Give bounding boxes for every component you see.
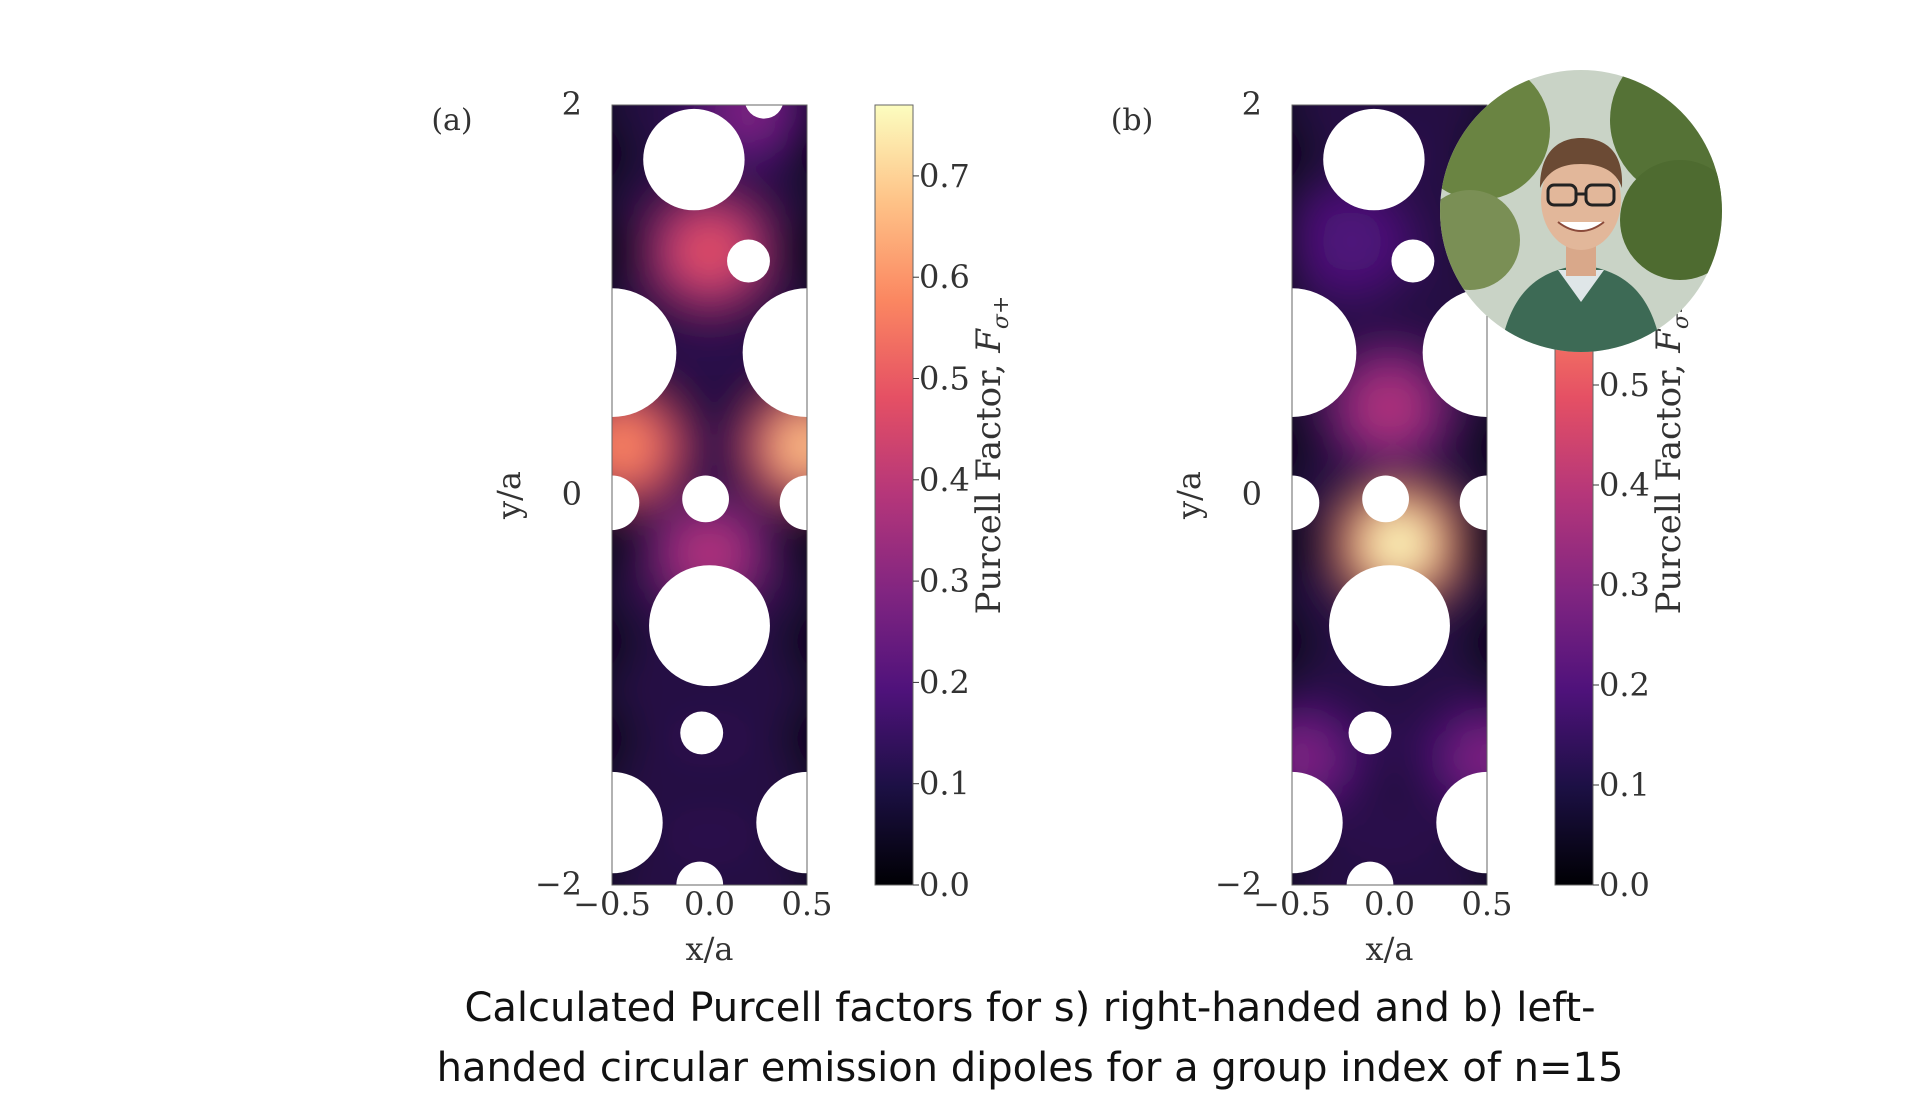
caption-line-2: handed circular emission dipoles for a g… <box>436 1045 1624 1091</box>
heatmap-field <box>1292 105 1487 885</box>
y-axis-label: y/a <box>1170 471 1208 520</box>
air-hole <box>1348 711 1392 755</box>
air-hole <box>1391 239 1435 283</box>
air-hole <box>1323 108 1425 211</box>
x-tick-label: 0.5 <box>782 885 833 923</box>
colorbar-tick-label: 0.2 <box>919 663 970 701</box>
colorbar-tick-label: 0.5 <box>1599 366 1650 404</box>
x-axis-label: x/a <box>1366 930 1414 968</box>
air-hole <box>756 771 807 874</box>
air-hole <box>1362 475 1409 523</box>
heatmap-panel-a: (a) 2 0 −2 y/a −0.5 0.0 0.5 x/a 0.0 0.1 0.2 0.3 0.4 0.… <box>431 85 1014 968</box>
x-tick-label: −0.5 <box>573 885 651 923</box>
air-hole <box>1292 288 1357 417</box>
colorbar-tick-label: 0.4 <box>1599 466 1650 504</box>
heatmap-hotspot-core <box>773 414 807 479</box>
colorbar-tick-label: 0.4 <box>919 461 970 499</box>
y-axis-label: y/a <box>490 471 528 520</box>
air-hole <box>1292 475 1320 531</box>
heatmap-panel-b: (b) 2 0 −2 y/a −0.5 0.0 0.5 x/a 0.0 0.1 0.2 0.3 0.4 0.… <box>1111 85 1694 968</box>
x-tick-label: −0.5 <box>1253 885 1331 923</box>
air-hole <box>612 288 677 417</box>
y-tick-label: 2 <box>562 85 582 123</box>
colorbar <box>874 104 914 886</box>
panel-label: (a) <box>431 103 472 138</box>
y-tick-label: −2 <box>535 865 582 903</box>
colorbar-tick-label: 0.3 <box>1599 566 1650 604</box>
air-hole <box>742 288 807 417</box>
air-hole <box>612 771 663 874</box>
colorbar-tick-label: 0.0 <box>919 866 970 904</box>
heatmap-hotspot-core <box>1316 209 1385 274</box>
figure-caption: Calculated Purcell factors for s) right-… <box>360 978 1700 1098</box>
air-hole <box>680 711 724 755</box>
y-tick-label: −2 <box>1215 865 1262 903</box>
air-hole <box>1346 861 1394 885</box>
air-hole <box>779 475 807 531</box>
colorbar-tick-label: 0.1 <box>1599 766 1650 804</box>
y-tick-label: 0 <box>1242 475 1262 513</box>
air-hole <box>676 861 724 885</box>
colorbar-label: Purcell Factor, Fσ− <box>1649 296 1694 615</box>
air-hole <box>745 105 783 119</box>
air-hole <box>682 475 729 523</box>
colorbar-tick-label: 0.5 <box>919 360 970 398</box>
air-hole <box>1292 771 1343 874</box>
colorbar-tick-label: 0.6 <box>919 258 970 296</box>
heatmap-hotspot-core <box>675 219 744 284</box>
x-tick-label: 0.0 <box>684 885 735 923</box>
heatmap-hotspot-core <box>612 414 656 479</box>
x-tick-label: 0.0 <box>1364 885 1415 923</box>
air-hole <box>1329 565 1450 687</box>
presenter-photo <box>1440 70 1722 352</box>
plot-frame <box>1291 104 1488 886</box>
x-tick-label: 0.5 <box>1462 885 1513 923</box>
colorbar-tick-label: 0.2 <box>1599 666 1650 704</box>
air-hole <box>1422 288 1487 417</box>
air-hole <box>727 239 770 283</box>
caption-line-1: Calculated Purcell factors for s) right-… <box>464 985 1596 1031</box>
air-hole <box>1436 771 1487 874</box>
colorbar-tick-label: 0.3 <box>919 562 970 600</box>
plot-frame <box>611 104 808 886</box>
heatmap-hotspot-core <box>1365 511 1434 576</box>
colorbar-tick-label: 0.7 <box>919 157 970 195</box>
air-hole <box>649 565 770 687</box>
air-hole <box>612 475 640 531</box>
air-hole <box>643 108 745 211</box>
heatmap-hotspot-core <box>1355 375 1424 440</box>
colorbar-tick-label: 0.1 <box>919 765 970 803</box>
x-axis-label: x/a <box>686 930 734 968</box>
panel-label: (b) <box>1111 103 1154 138</box>
y-tick-label: 0 <box>562 475 582 513</box>
heatmap-field <box>612 105 807 885</box>
colorbar-tick-label: 0.0 <box>1599 866 1650 904</box>
y-tick-label: 2 <box>1242 85 1262 123</box>
air-hole <box>1459 475 1487 531</box>
colorbar-label: Purcell Factor, Fσ+ <box>969 296 1014 615</box>
